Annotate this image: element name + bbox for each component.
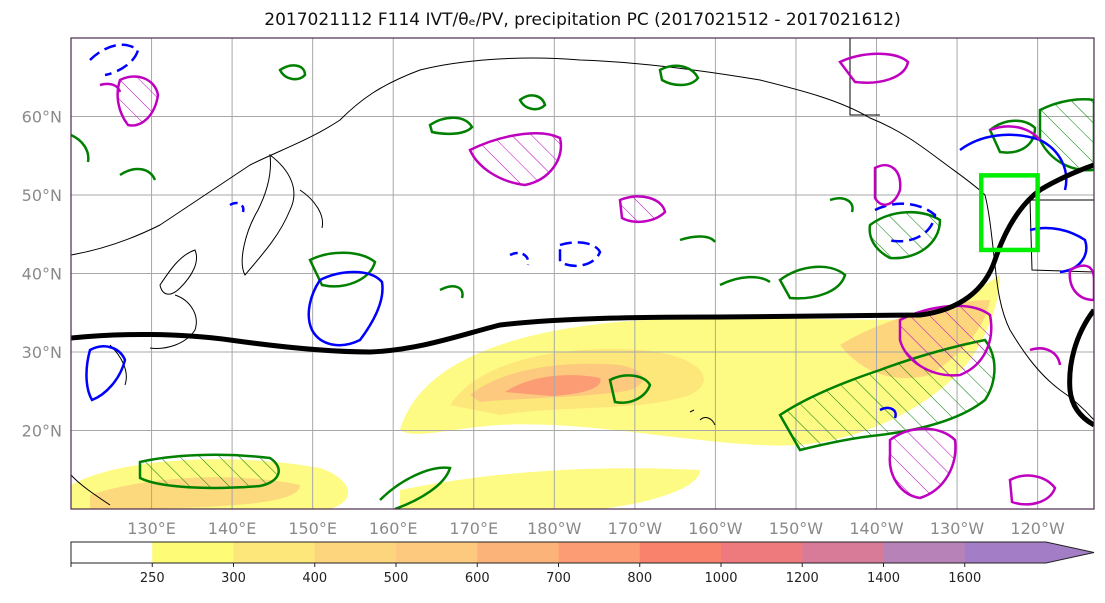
colorbar-label: 800 [627, 571, 652, 586]
lon-tick-label: 170°E [449, 519, 498, 538]
colorbar-label: 250 [140, 571, 165, 586]
map-area [71, 38, 1094, 509]
colorbar-segment [233, 542, 316, 563]
lon-tick-label: 150°E [288, 519, 337, 538]
colorbar-segment [802, 542, 884, 563]
colorbar-segment [71, 542, 153, 563]
colorbar-segment [396, 542, 478, 563]
highlight-box [978, 173, 1040, 253]
map-frame [70, 37, 1095, 510]
blue-contours [85, 43, 1088, 419]
colorbar-label: 1200 [786, 571, 819, 586]
lon-tick-label: 120°W [1010, 519, 1065, 538]
colorbar-label: 300 [221, 571, 246, 586]
colorbar-segment [152, 542, 234, 563]
colorbar-segment [558, 542, 641, 563]
colorbar-segment [883, 542, 966, 563]
colorbar-segment [477, 542, 559, 563]
colorbar-label: 1600 [948, 571, 981, 586]
colorbar-segment [721, 542, 803, 563]
lat-tick-label: 20°N [22, 422, 62, 441]
lon-tick-label: 170°W [608, 519, 663, 538]
lon-tick-label: 130°E [127, 519, 176, 538]
map-title: 2017021112 F114 IVT/θₑ/PV, precipitation… [264, 10, 901, 30]
colorbar-label: 400 [302, 571, 327, 586]
magenta-contours [99, 52, 1094, 506]
lat-tick-label: 40°N [22, 265, 62, 284]
colorbar-label: 500 [384, 571, 409, 586]
lon-tick-label: 140°W [849, 519, 904, 538]
colorbar-segment [964, 542, 1047, 563]
colorbar: 250 300 400 500 600 700 800 1000 1200 1400 1600 [70, 541, 1095, 586]
colorbar-segment [639, 542, 722, 563]
colorbar-extend-arrow [1046, 542, 1094, 563]
colorbar-label: 1400 [867, 571, 900, 586]
colorbar-outline [70, 541, 1095, 564]
longitude-labels: 130°E 140°E 150°E 160°E 170°E 180°W 170°W 160°W… [127, 519, 1065, 538]
colorbar-label: 1000 [704, 571, 737, 586]
lat-tick-label: 30°N [22, 343, 62, 362]
lon-tick-label: 180°W [527, 519, 582, 538]
lat-tick-label: 50°N [22, 186, 62, 205]
latitude-labels: 20°N 30°N 40°N 50°N 60°N [22, 108, 62, 441]
lon-tick-label: 140°E [208, 519, 257, 538]
lon-tick-label: 150°W [769, 519, 824, 538]
ivt-line [71, 162, 1094, 428]
lon-tick-label: 160°E [369, 519, 418, 538]
colorbar-label: 700 [546, 571, 571, 586]
lon-tick-label: 160°W [688, 519, 743, 538]
colorbar-segment [314, 542, 397, 563]
lon-tick-label: 130°W [930, 519, 985, 538]
lat-tick-label: 60°N [22, 108, 62, 127]
colorbar-label: 600 [465, 571, 490, 586]
